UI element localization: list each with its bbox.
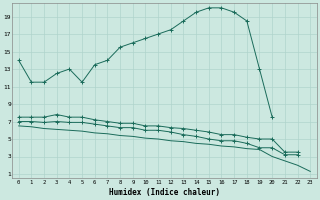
X-axis label: Humidex (Indice chaleur): Humidex (Indice chaleur): [109, 188, 220, 197]
